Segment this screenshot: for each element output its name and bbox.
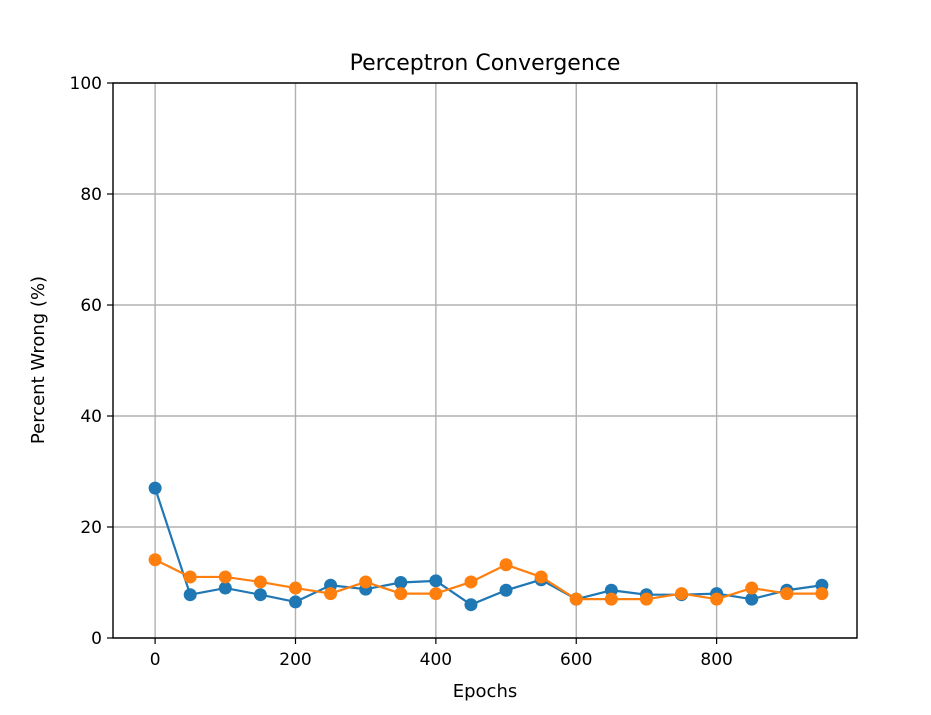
series-2-point — [324, 587, 338, 601]
series-1-point — [218, 581, 232, 595]
series-2 — [148, 553, 829, 606]
series-1-point — [183, 588, 197, 602]
series-2-point — [569, 592, 583, 606]
chart-title: Perceptron Convergence — [350, 51, 621, 76]
series-2-point — [218, 570, 232, 584]
series-2-point — [148, 553, 162, 567]
series-layer — [148, 481, 829, 612]
series-1-point — [604, 583, 618, 597]
x-tick-label: 200 — [279, 650, 311, 670]
series-2-point — [359, 575, 373, 589]
series-1-point — [253, 588, 267, 602]
y-tick-label: 100 — [70, 74, 102, 94]
series-1-point — [499, 583, 513, 597]
series-2-point — [780, 587, 794, 601]
y-tick-label: 60 — [80, 296, 102, 316]
series-2-point — [183, 570, 197, 584]
series-2-point — [604, 592, 618, 606]
axis-ticks: 0 200 400 600 800 0 20 40 60 80 100 — [70, 74, 733, 670]
series-2-point — [534, 570, 548, 584]
series-2-point — [745, 581, 759, 595]
plot-frame — [112, 82, 858, 639]
y-tick-label: 20 — [80, 518, 102, 538]
series-1-point — [429, 574, 443, 588]
series-1-point — [745, 592, 759, 606]
series-1-point — [148, 481, 162, 495]
y-tick-label: 80 — [80, 185, 102, 205]
series-2-point — [394, 587, 408, 601]
series-2-point — [675, 587, 689, 601]
x-tick-label: 0 — [150, 650, 161, 670]
series-1-point — [394, 576, 408, 589]
x-tick-label: 600 — [560, 650, 592, 670]
y-tick-label: 40 — [80, 407, 102, 427]
series-1-point — [464, 598, 478, 612]
x-tick-label: 400 — [420, 650, 452, 670]
series-2-point — [710, 592, 724, 606]
series-2-point — [288, 581, 302, 595]
x-tick-label: 800 — [700, 650, 732, 670]
series-2-point — [499, 558, 513, 572]
x-axis-label: Epochs — [453, 681, 518, 702]
y-axis-label: Percent Wrong (%) — [28, 276, 49, 444]
series-2-point — [429, 587, 443, 601]
series-1-point — [288, 595, 302, 609]
series-2-point — [253, 575, 267, 589]
plot-area-background — [113, 83, 857, 638]
series-2-point — [815, 587, 829, 601]
y-tick-label: 0 — [91, 629, 102, 649]
series-2-point — [639, 592, 653, 606]
series-2-point — [464, 575, 478, 589]
